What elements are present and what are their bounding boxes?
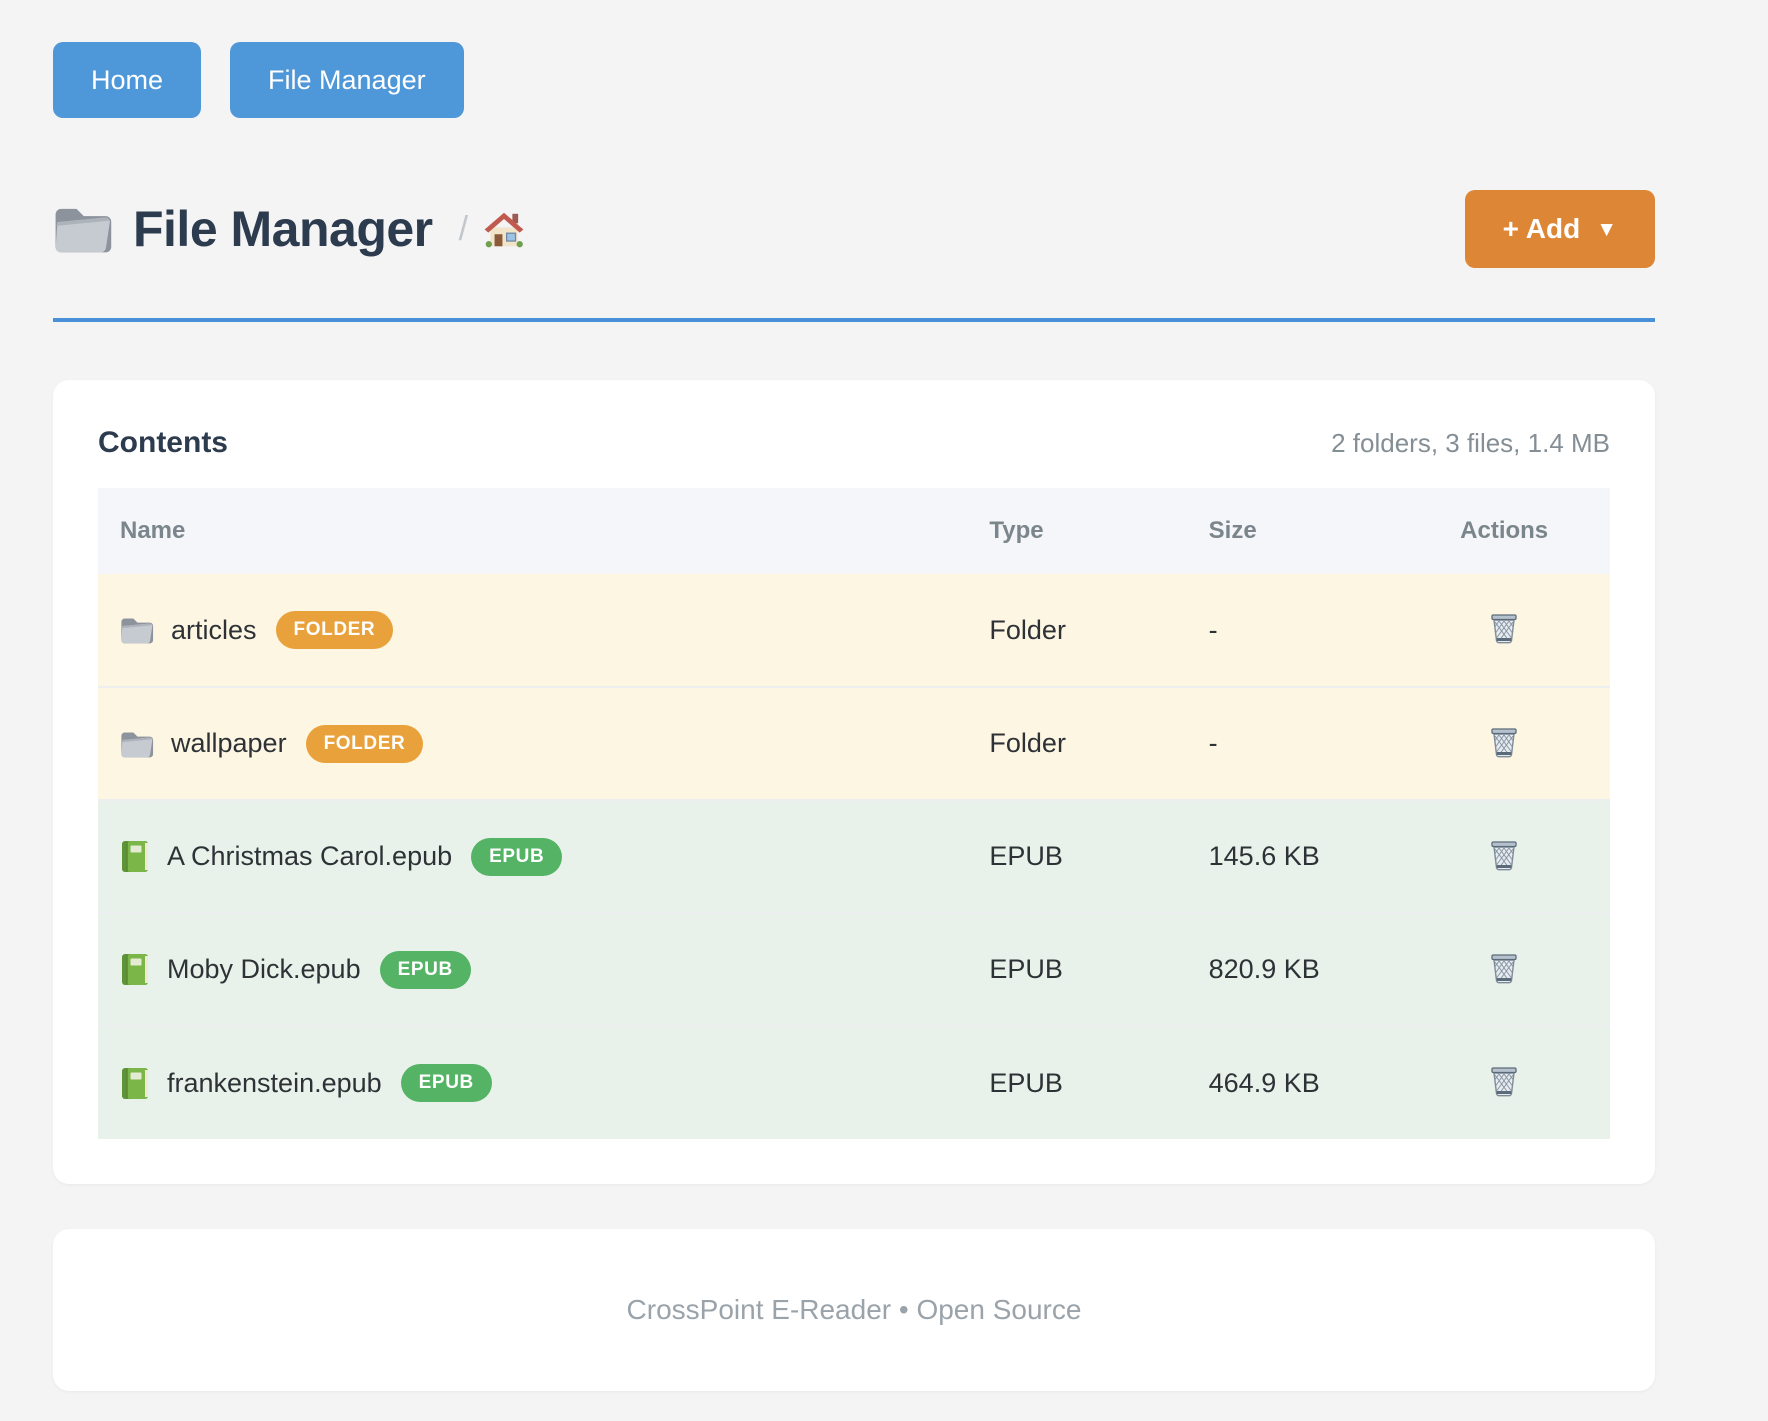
- table-row: wallpaper FOLDER Folder -: [98, 687, 1610, 800]
- size-cell: 145.6 KB: [1208, 841, 1320, 871]
- folder-icon: [121, 732, 154, 757]
- column-header-size: Size: [1186, 488, 1399, 574]
- header-row: Name Type Size Actions: [98, 488, 1610, 574]
- nav-button-home[interactable]: Home: [53, 42, 202, 118]
- type-badge: FOLDER: [275, 611, 394, 649]
- trash-wastebasket-icon: [1490, 953, 1518, 984]
- trash-wastebasket-icon: [1490, 1066, 1518, 1098]
- file-name-link[interactable]: frankenstein.epub: [167, 1067, 382, 1098]
- folder-icon: [55, 208, 112, 253]
- table-row: frankenstein.epub EPUB EPUB 464.9 KB: [98, 1026, 1610, 1139]
- column-header-type: Type: [967, 488, 1187, 574]
- size-cell: -: [1208, 614, 1218, 645]
- trash-wastebasket-icon: [1490, 613, 1518, 645]
- file-table-body: articles FOLDER Folder - wallpaper FOLDE…: [98, 574, 1610, 1139]
- type-cell: EPUB: [989, 954, 1063, 984]
- footer: CrossPoint E-Reader • Open Source: [53, 1229, 1655, 1391]
- green-book-icon: [121, 1066, 149, 1100]
- trash-wastebasket-icon: [1490, 727, 1518, 758]
- table-row: Moby Dick.epub EPUB EPUB 820.9 KB: [98, 913, 1610, 1026]
- file-name-link[interactable]: Moby Dick.epub: [167, 954, 361, 984]
- delete-button[interactable]: [1484, 607, 1524, 650]
- page-header: File Manager / + Add ▼: [53, 190, 1655, 268]
- trash-wastebasket-icon: [1490, 840, 1518, 871]
- contents-card: Contents 2 folders, 3 files, 1.4 MB Name…: [53, 380, 1655, 1184]
- type-cell: EPUB: [989, 841, 1063, 871]
- size-cell: -: [1208, 728, 1218, 758]
- type-badge: EPUB: [379, 950, 471, 989]
- file-name-link[interactable]: articles: [171, 614, 257, 645]
- file-name-link[interactable]: wallpaper: [171, 728, 287, 758]
- delete-button[interactable]: [1484, 721, 1524, 764]
- green-book-icon: [121, 840, 149, 873]
- breadcrumb: /: [459, 209, 526, 249]
- title-group: File Manager /: [53, 200, 526, 258]
- type-cell: Folder: [989, 728, 1066, 758]
- delete-button[interactable]: [1484, 947, 1524, 990]
- add-button[interactable]: + Add ▼: [1464, 190, 1655, 268]
- nav-button-file-manager[interactable]: File Manager: [230, 42, 464, 118]
- table-row: articles FOLDER Folder -: [98, 574, 1610, 687]
- add-button-label: + Add: [1502, 213, 1581, 244]
- breadcrumb-separator: /: [458, 209, 469, 248]
- page-title: File Manager: [133, 201, 433, 257]
- chevron-down-icon: ▼: [1596, 218, 1617, 241]
- delete-button[interactable]: [1484, 1060, 1524, 1103]
- type-cell: Folder: [989, 614, 1066, 645]
- size-cell: 820.9 KB: [1208, 954, 1320, 984]
- size-cell: 464.9 KB: [1208, 1067, 1320, 1098]
- footer-text: CrossPoint E-Reader • Open Source: [626, 1294, 1082, 1325]
- top-nav: Home File Manager: [53, 42, 1655, 118]
- file-table-head: Name Type Size Actions: [98, 488, 1610, 574]
- type-cell: EPUB: [989, 1067, 1063, 1098]
- file-table: Name Type Size Actions articles FOLDER F…: [98, 488, 1610, 1139]
- green-book-icon: [121, 953, 149, 986]
- type-badge: FOLDER: [305, 724, 424, 763]
- table-row: A Christmas Carol.epub EPUB EPUB 145.6 K…: [98, 800, 1610, 913]
- header-divider: [53, 318, 1655, 322]
- column-header-name: Name: [98, 488, 968, 574]
- file-name-link[interactable]: A Christmas Carol.epub: [167, 841, 453, 871]
- contents-card-header: Contents 2 folders, 3 files, 1.4 MB: [98, 426, 1610, 460]
- contents-summary: 2 folders, 3 files, 1.4 MB: [1331, 428, 1610, 458]
- contents-title: Contents: [98, 426, 228, 459]
- type-badge: EPUB: [471, 837, 563, 876]
- home-house-icon[interactable]: [482, 209, 526, 249]
- column-header-actions: Actions: [1398, 488, 1610, 574]
- type-badge: EPUB: [400, 1064, 492, 1102]
- delete-button[interactable]: [1484, 834, 1524, 877]
- folder-icon: [121, 618, 154, 644]
